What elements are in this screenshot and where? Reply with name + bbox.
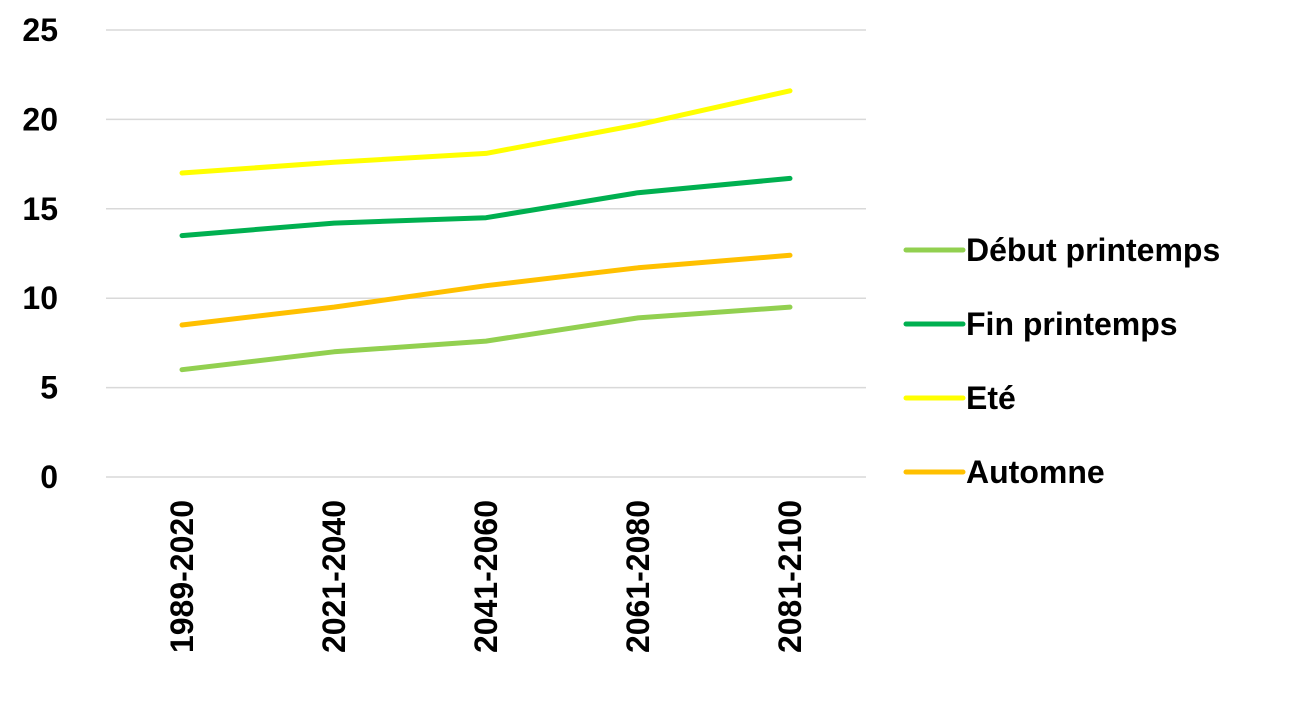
series-lines xyxy=(179,88,793,373)
legend-label: Début printemps xyxy=(966,232,1220,268)
y-tick-label: 5 xyxy=(40,370,58,406)
x-tick-label: 2021-2040 xyxy=(316,500,352,653)
legend: Début printemps Fin printemps Eté Automne xyxy=(903,232,1220,490)
y-tick-label: 20 xyxy=(22,101,58,137)
y-tick-label: 0 xyxy=(40,459,58,495)
legend-label: Fin printemps xyxy=(966,306,1178,342)
x-tick-label: 2081-2100 xyxy=(772,500,808,653)
legend-label: Automne xyxy=(966,454,1105,490)
series-line xyxy=(179,252,793,328)
legend-label: Eté xyxy=(966,380,1016,416)
series-line xyxy=(179,175,793,239)
x-tick-label: 2041-2060 xyxy=(468,500,504,653)
series-line xyxy=(179,304,793,373)
series-line xyxy=(179,88,793,176)
y-tick-label: 25 xyxy=(22,12,58,48)
x-axis-ticks: 1989-2020 2021-2040 2041-2060 2061-2080 2081… xyxy=(164,500,808,653)
y-axis-ticks: 0 5 10 15 20 25 xyxy=(22,12,58,495)
gridlines xyxy=(106,29,866,478)
y-tick-label: 10 xyxy=(22,280,58,316)
y-tick-label: 15 xyxy=(22,191,58,227)
x-tick-label: 1989-2020 xyxy=(164,500,200,653)
x-tick-label: 2061-2080 xyxy=(620,500,656,653)
